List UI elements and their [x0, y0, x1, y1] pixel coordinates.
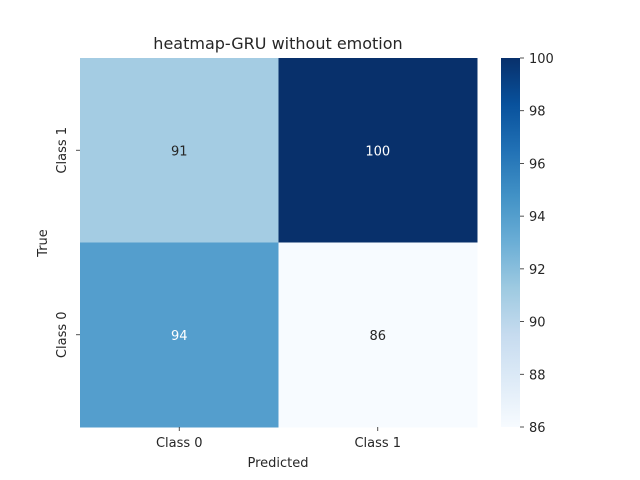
colorbar-ticks: 86 88 90 92 94 96 98 100 — [520, 52, 554, 436]
colorbar-tick-label: 94 — [529, 210, 546, 225]
colorbar-tick-label: 98 — [529, 105, 546, 120]
colorbar-tick-label: 92 — [529, 263, 546, 278]
y-axis-ticks: Class 1 Class 0 — [55, 127, 80, 358]
cell-value-label: 100 — [365, 144, 390, 159]
y-tick-label: Class 0 — [55, 311, 70, 358]
heatmap-cell — [278, 58, 478, 243]
colorbar-tick-label: 86 — [529, 421, 546, 436]
colorbar-tick-label: 88 — [529, 368, 546, 383]
heatmap-cells — [80, 58, 478, 428]
cell-annotations: 91 100 94 86 — [171, 144, 390, 344]
x-tick-label: Class 0 — [156, 436, 203, 451]
y-axis-label: True — [36, 229, 51, 258]
colorbar-tick-label: 96 — [529, 157, 546, 172]
chart-title: heatmap-GRU without emotion — [153, 34, 402, 53]
heatmap-cell — [278, 242, 478, 428]
cell-value-label: 86 — [369, 329, 386, 344]
colorbar-tick-label: 100 — [529, 52, 554, 67]
x-axis-label: Predicted — [247, 456, 308, 471]
y-tick-label: Class 1 — [55, 127, 70, 174]
x-tick-label: Class 1 — [354, 436, 401, 451]
cell-value-label: 94 — [171, 329, 188, 344]
x-axis-ticks: Class 0 Class 1 — [156, 427, 401, 451]
cell-value-label: 91 — [171, 144, 188, 159]
heatmap-cell — [80, 242, 279, 428]
colorbar-tick-label: 90 — [529, 316, 546, 331]
colorbar — [501, 58, 520, 427]
heatmap-cell — [80, 58, 279, 243]
